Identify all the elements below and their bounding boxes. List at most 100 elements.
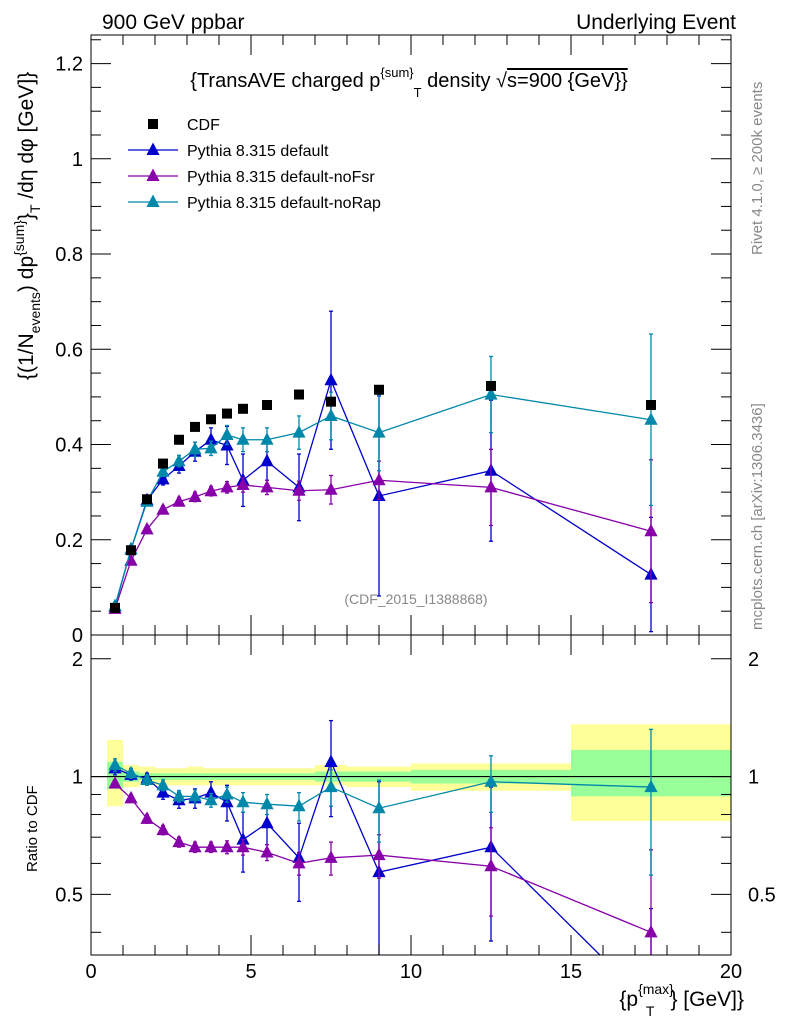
y-tick-label: 1 xyxy=(72,149,83,171)
ratio-point xyxy=(204,839,218,853)
data-point xyxy=(644,523,658,537)
ratio-point xyxy=(324,779,338,793)
x-tick-label: 15 xyxy=(560,961,582,983)
ratio-point xyxy=(260,844,274,858)
legend-label: CDF xyxy=(187,117,220,134)
ratio-point xyxy=(140,772,154,786)
analysis-label: (CDF_2015_I1388868) xyxy=(344,591,487,607)
chart-title: {TransAVE charged p{sum}T density √s=900… xyxy=(190,65,628,100)
ratio-tick-label-right: 0.5 xyxy=(748,884,776,906)
cdf-data-point xyxy=(374,384,384,395)
cdf-data-point xyxy=(262,400,272,410)
cdf-data-point xyxy=(174,434,184,445)
ratio-point xyxy=(324,754,338,767)
data-point xyxy=(236,477,250,491)
data-point xyxy=(324,408,338,421)
data-point xyxy=(292,483,306,496)
main-panel-data-points xyxy=(110,380,656,613)
y-tick-label: 0.4 xyxy=(55,435,83,457)
ratio-point xyxy=(260,796,274,810)
data-point xyxy=(292,425,306,438)
data-point xyxy=(156,502,170,515)
data-point xyxy=(372,425,386,438)
ratio-point xyxy=(260,815,274,829)
ratio-point xyxy=(172,834,186,848)
legend-label: Pythia 8.315 default-noRap xyxy=(187,195,381,212)
legend-marker xyxy=(146,194,160,208)
ratio-point xyxy=(292,855,306,869)
ratio-point xyxy=(204,785,218,798)
legend-marker xyxy=(146,142,160,156)
data-point xyxy=(236,432,250,445)
ratio-point xyxy=(140,811,154,824)
cdf-data-point xyxy=(206,414,216,425)
cdf-data-point xyxy=(126,545,136,556)
ratio-point xyxy=(324,850,338,863)
y-tick-label: 1.2 xyxy=(55,54,83,76)
y-axis-label: {(1/Nevents) dp{sum}}T /dη dφ [GeV]} xyxy=(11,72,43,380)
ratio-point xyxy=(108,776,122,789)
ratio-point xyxy=(236,832,250,845)
cdf-data-point xyxy=(222,408,232,419)
ratio-point xyxy=(484,774,498,787)
ratio-point xyxy=(188,839,202,853)
ratio-point xyxy=(124,765,138,779)
data-point xyxy=(220,427,234,441)
ratio-point xyxy=(372,847,386,861)
ratio-y-axis-label: Ratio to CDF xyxy=(24,785,41,872)
legend-marker-cdf xyxy=(148,119,158,129)
series-0 xyxy=(108,310,658,633)
data-point xyxy=(644,412,658,425)
ratio-panel-frame xyxy=(90,634,732,956)
ratio-point xyxy=(108,757,122,771)
main-panel-series xyxy=(108,310,658,633)
ratio-point xyxy=(644,779,658,793)
series-1 xyxy=(108,448,658,614)
ratio-point xyxy=(236,794,250,808)
data-point xyxy=(484,387,498,400)
legend-marker xyxy=(146,168,160,182)
legend: CDF Pythia 8.315 default Pythia 8.315 defa… xyxy=(128,117,381,212)
ratio-series-1 xyxy=(108,776,658,955)
ratio-series-group xyxy=(108,719,658,955)
y-tick-label: 0.2 xyxy=(55,530,83,552)
ratio-tick-label-left: 2 xyxy=(72,649,83,671)
cdf-data-point xyxy=(486,380,496,391)
data-point xyxy=(260,479,274,493)
rivet-label: Rivet 4.1.0, ≥ 200k events xyxy=(749,82,766,255)
ratio-panel-series xyxy=(108,719,658,955)
ratio-point xyxy=(644,924,658,938)
ratio-tick-label-left: 1 xyxy=(72,767,83,789)
data-point xyxy=(220,479,234,493)
ratio-panel-axes: 0.5 0.51 12 20 5 10 15 20 xyxy=(55,635,776,983)
data-point xyxy=(172,494,186,507)
data-point xyxy=(204,483,218,497)
ratio-point xyxy=(124,790,138,804)
ratio-point xyxy=(220,787,234,800)
ratio-point xyxy=(372,800,386,814)
data-point xyxy=(188,489,202,502)
cdf-data-point xyxy=(110,602,120,613)
ratio-point xyxy=(156,785,170,798)
data-point xyxy=(172,453,186,467)
cdf-data-point xyxy=(326,396,336,407)
y-tick-label: 0.6 xyxy=(55,339,83,361)
legend-label: Pythia 8.315 default-noFsr xyxy=(187,169,375,186)
data-point xyxy=(484,479,498,493)
ratio-point xyxy=(292,798,306,812)
y-tick-label: 0 xyxy=(72,625,83,647)
x-tick-label: 5 xyxy=(245,961,256,983)
x-axis-label: {p{max} T} [GeV]} xyxy=(619,981,744,1019)
y-tick-label: 0.8 xyxy=(55,244,83,266)
ratio-panel-uncertainty-band xyxy=(91,724,731,821)
cdf-data-point xyxy=(158,458,168,469)
ratio-point xyxy=(172,788,186,802)
ratio-point xyxy=(484,858,498,872)
x-tick-label: 20 xyxy=(720,961,742,983)
cdf-data-point xyxy=(142,494,152,505)
ratio-tick-label-left: 0.5 xyxy=(55,884,83,906)
data-point xyxy=(260,432,274,445)
header-left-label: 900 GeV ppbar xyxy=(102,11,244,34)
ratio-tick-label-right: 1 xyxy=(748,767,759,789)
